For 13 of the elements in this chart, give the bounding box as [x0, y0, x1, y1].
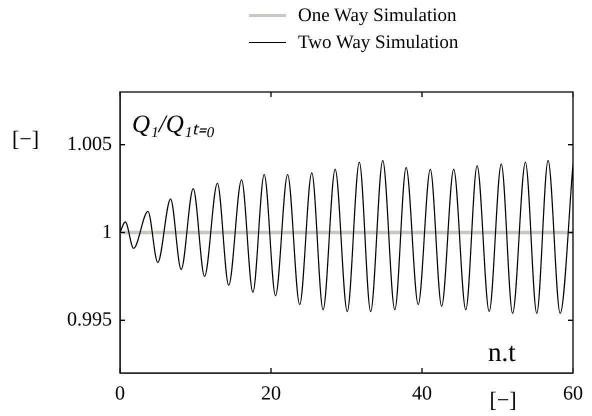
y-axis-title: Q₁/Q₁ₜ₌₀: [132, 111, 216, 138]
x-tick-label: 0: [115, 382, 125, 404]
legend-label: One Way Simulation: [298, 5, 457, 26]
text: [−]: [490, 387, 517, 412]
y-tick-label: 0.995: [67, 308, 112, 331]
text: [−]: [12, 126, 40, 151]
y-tick-label: 1: [102, 220, 112, 243]
x-tick-label: 40: [412, 382, 432, 404]
x-tick-label: 60: [563, 382, 583, 404]
x-axis-title: n.t: [488, 337, 516, 367]
legend-label: Two Way Simulation: [298, 32, 458, 53]
y-tick-label: 1.005: [67, 132, 112, 155]
x-tick-label: 20: [261, 382, 281, 404]
